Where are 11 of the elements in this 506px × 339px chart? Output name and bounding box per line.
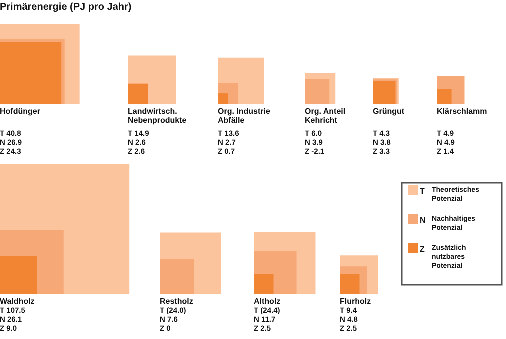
category-label: Org. Anteil Kehricht [305, 107, 346, 125]
category-label: Flurholz [340, 297, 372, 306]
category-label: Restholz [160, 297, 194, 306]
category-label: Grüngut [373, 107, 405, 116]
text: Primärenergie (PJ pro Jahr) [0, 2, 132, 13]
category-label: Klärschlamm [437, 107, 488, 116]
category-label: Altholz [254, 297, 281, 306]
category-label: Waldholz [0, 297, 35, 306]
category-label: Hofdünger [0, 107, 40, 116]
category-label: Landwirtsch. Nebenprodukte [128, 107, 188, 125]
category-label: Org. Industrie Abfälle [218, 107, 271, 125]
